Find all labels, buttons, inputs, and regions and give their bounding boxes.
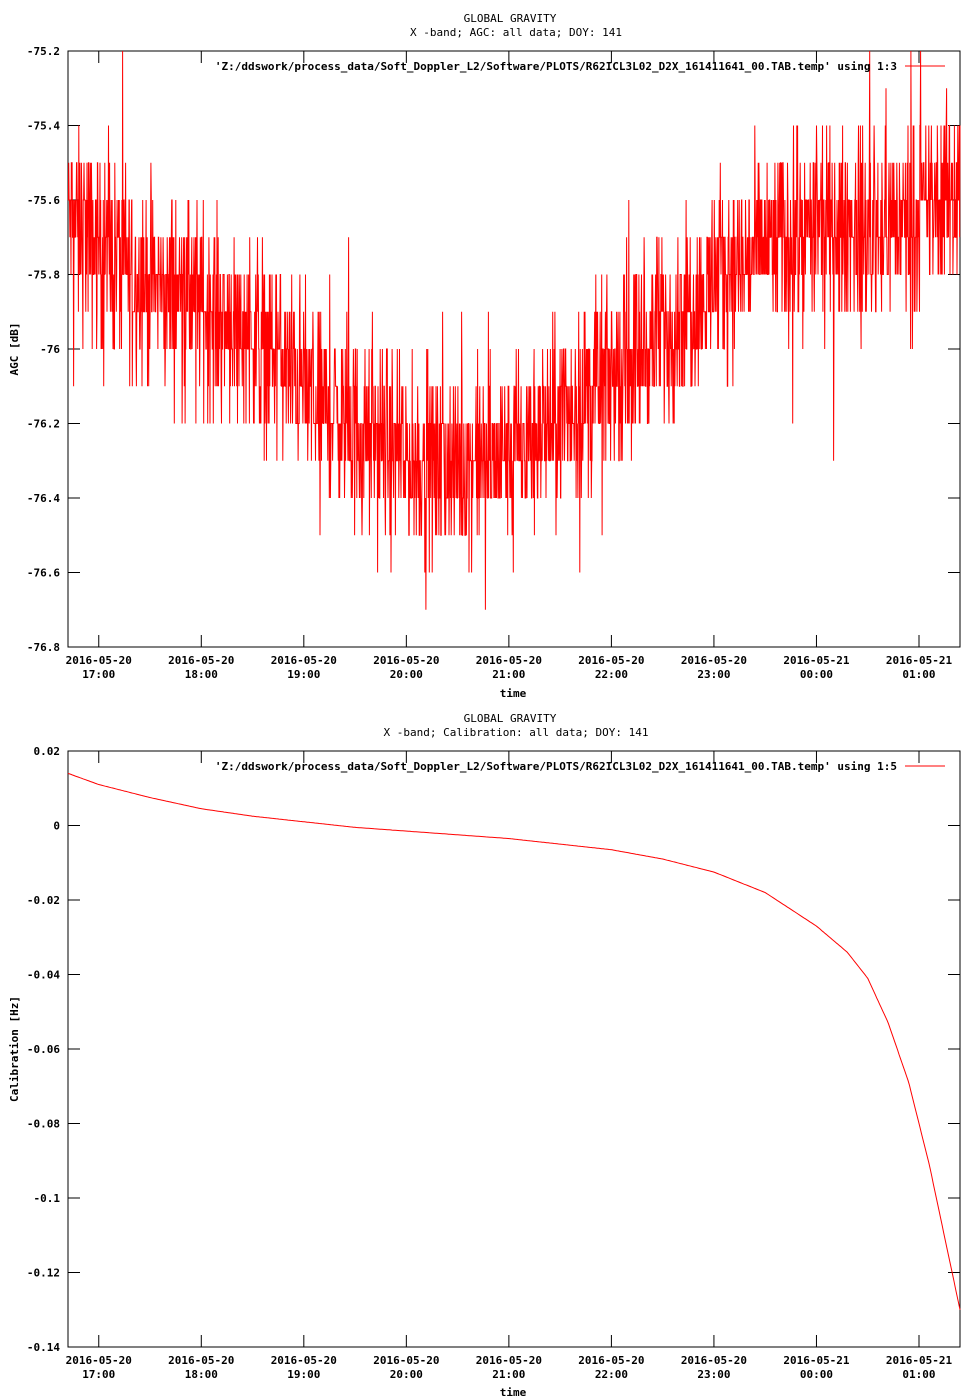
calibration-y-tick-label: -0.12 (27, 1267, 60, 1280)
calibration-x-tick-date: 2016-05-20 (476, 1354, 542, 1367)
calibration-x-tick-date: 2016-05-20 (681, 1354, 747, 1367)
calibration-x-tick-date: 2016-05-21 (783, 1354, 850, 1367)
agc-series-line (67, 50, 961, 610)
calibration-y-tick-label: -0.14 (27, 1341, 60, 1354)
calibration-chart: GLOBAL GRAVITY X -band; Calibration: all… (8, 712, 961, 1399)
agc-series (67, 50, 961, 610)
agc-y-tick-label: -76.4 (27, 492, 60, 505)
calibration-y-tick-label: -0.02 (27, 894, 60, 907)
agc-y-axis: -75.2 -75.4 -75.6 -75.8 -76 -76.2 -76.4 -76.6 -7… (27, 45, 960, 654)
agc-x-tick-time: 22:00 (595, 668, 628, 681)
calibration-x-tick-date: 2016-05-20 (373, 1354, 439, 1367)
calibration-x-tick-date: 2016-05-20 (578, 1354, 644, 1367)
calibration-y-tick-label: -0.04 (27, 969, 60, 982)
agc-x-axis-label: time (500, 687, 527, 700)
agc-y-tick-label: -75.2 (27, 45, 60, 58)
calibration-x-tick-date: 2016-05-21 (886, 1354, 953, 1367)
calibration-x-tick-time: 23:00 (697, 1368, 730, 1381)
agc-y-tick-label: -76.6 (27, 567, 60, 580)
calibration-x-axis-label: time (500, 1386, 527, 1399)
agc-x-tick-time: 17:00 (82, 668, 115, 681)
calibration-x-axis: 2016-05-2017:002016-05-2018:002016-05-20… (66, 751, 953, 1381)
calibration-series-line (67, 772, 961, 1310)
calibration-chart-subtitle: X -band; Calibration: all data; DOY: 141 (384, 726, 649, 739)
agc-x-tick-date: 2016-05-20 (681, 654, 747, 667)
agc-y-tick-label: -75.8 (27, 269, 60, 282)
agc-x-tick-time: 01:00 (902, 668, 935, 681)
calibration-x-tick-date: 2016-05-20 (271, 1354, 337, 1367)
calibration-y-tick-label: -0.06 (27, 1043, 60, 1056)
agc-x-tick-date: 2016-05-21 (783, 654, 850, 667)
agc-x-tick-time: 20:00 (390, 668, 423, 681)
agc-y-tick-label: -76 (40, 343, 60, 356)
calibration-legend-label: 'Z:/ddswork/process_data/Soft_Doppler_L2… (215, 760, 897, 773)
calibration-x-tick-time: 20:00 (390, 1368, 423, 1381)
calibration-plot-frame (67, 750, 961, 1348)
calibration-x-tick-time: 22:00 (595, 1368, 628, 1381)
agc-chart-subtitle: X -band; AGC: all data; DOY: 141 (410, 26, 622, 39)
calibration-x-tick-date: 2016-05-20 (66, 1354, 132, 1367)
agc-y-tick-label: -76.2 (27, 418, 60, 431)
agc-x-tick-date: 2016-05-21 (886, 654, 953, 667)
agc-x-tick-date: 2016-05-20 (373, 654, 439, 667)
agc-y-tick-label: -75.4 (27, 120, 60, 133)
calibration-x-tick-date: 2016-05-20 (168, 1354, 234, 1367)
agc-x-tick-date: 2016-05-20 (271, 654, 337, 667)
agc-y-axis-label: AGC [dB] (8, 323, 21, 376)
agc-chart: GLOBAL GRAVITY X -band; AGC: all data; D… (8, 12, 961, 700)
calibration-y-tick-label: 0 (53, 820, 60, 833)
agc-x-tick-date: 2016-05-20 (66, 654, 132, 667)
agc-x-tick-time: 19:00 (287, 668, 320, 681)
agc-y-tick-label: -76.8 (27, 641, 60, 654)
agc-x-tick-time: 23:00 (697, 668, 730, 681)
calibration-x-tick-time: 19:00 (287, 1368, 320, 1381)
calibration-y-axis: 0.02 0 -0.02 -0.04 -0.06 -0.08 -0.1 -0.12 -0.14 (27, 745, 960, 1354)
calibration-x-tick-time: 17:00 (82, 1368, 115, 1381)
calibration-y-tick-label: -0.1 (34, 1192, 61, 1205)
agc-x-tick-date: 2016-05-20 (476, 654, 542, 667)
calibration-x-tick-time: 01:00 (902, 1368, 935, 1381)
agc-x-tick-time: 18:00 (185, 668, 218, 681)
calibration-x-tick-time: 18:00 (185, 1368, 218, 1381)
agc-x-tick-date: 2016-05-20 (578, 654, 644, 667)
agc-chart-title: GLOBAL GRAVITY (464, 12, 557, 25)
agc-legend-label: 'Z:/ddswork/process_data/Soft_Doppler_L2… (215, 60, 897, 73)
agc-y-tick-label: -75.6 (27, 194, 60, 207)
agc-x-axis: 2016-05-2017:002016-05-2018:002016-05-20… (66, 51, 953, 681)
calibration-x-tick-time: 21:00 (492, 1368, 525, 1381)
calibration-chart-title: GLOBAL GRAVITY (464, 712, 557, 725)
calibration-y-tick-label: 0.02 (34, 745, 61, 758)
agc-x-tick-date: 2016-05-20 (168, 654, 234, 667)
calibration-x-tick-time: 00:00 (800, 1368, 833, 1381)
agc-x-tick-time: 21:00 (492, 668, 525, 681)
calibration-series (67, 772, 961, 1310)
agc-x-tick-time: 00:00 (800, 668, 833, 681)
calibration-y-tick-label: -0.08 (27, 1118, 60, 1131)
calibration-y-axis-label: Calibration [Hz] (8, 996, 21, 1102)
